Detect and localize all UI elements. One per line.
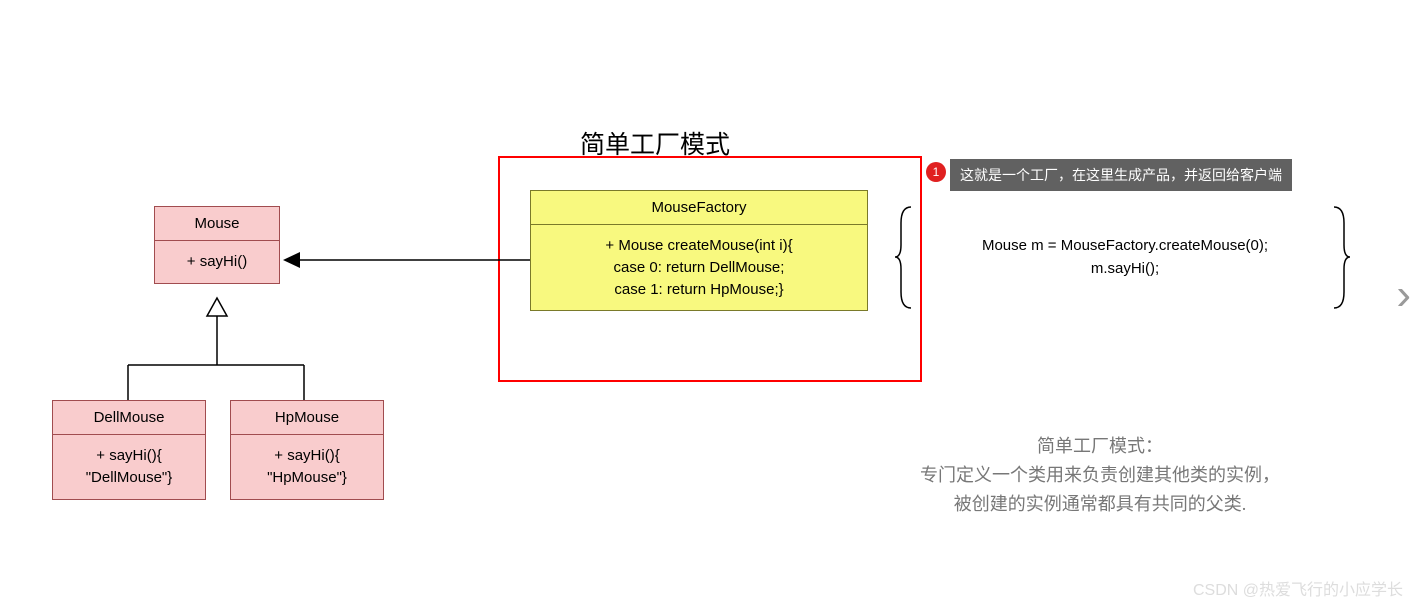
usage-code: Mouse m = MouseFactory.createMouse(0); m… — [930, 235, 1320, 280]
brace-right-icon — [1330, 205, 1352, 310]
usage-line2: m.sayHi(); — [930, 258, 1320, 281]
desc-line2: 专门定义一个类用来负责创建其他类的实例， — [860, 461, 1340, 490]
watermark: CSDN @热爱飞行的小应学长 — [1193, 576, 1403, 600]
callout-badge: 1 — [926, 162, 946, 182]
brace-left-icon — [893, 205, 915, 310]
desc-line3: 被创建的实例通常都具有共同的父类. — [860, 490, 1340, 519]
desc-line1: 简单工厂模式： — [860, 432, 1340, 461]
class-mouse-body: + sayHi() — [155, 241, 279, 283]
class-hpmouse-name: HpMouse — [231, 401, 383, 435]
callout-text: 这就是一个工厂，在这里生成产品，并返回给客户端 — [950, 159, 1292, 191]
class-mouse-name: Mouse — [155, 207, 279, 241]
class-hpmouse: HpMouse + sayHi(){ "HpMouse"} — [230, 400, 384, 500]
class-dellmouse-name: DellMouse — [53, 401, 205, 435]
class-mousefactory: MouseFactory + Mouse createMouse(int i){… — [530, 190, 868, 311]
class-hpmouse-body: + sayHi(){ "HpMouse"} — [231, 435, 383, 499]
description: 简单工厂模式： 专门定义一个类用来负责创建其他类的实例， 被创建的实例通常都具有… — [860, 432, 1340, 518]
class-mousefactory-name: MouseFactory — [531, 191, 867, 225]
usage-line1: Mouse m = MouseFactory.createMouse(0); — [930, 235, 1320, 258]
class-dellmouse: DellMouse + sayHi(){ "DellMouse"} — [52, 400, 206, 500]
class-dellmouse-body: + sayHi(){ "DellMouse"} — [53, 435, 205, 499]
next-chevron-icon[interactable]: › — [1396, 270, 1411, 320]
class-mousefactory-body: + Mouse createMouse(int i){ case 0: retu… — [531, 225, 867, 310]
class-mouse: Mouse + sayHi() — [154, 206, 280, 284]
